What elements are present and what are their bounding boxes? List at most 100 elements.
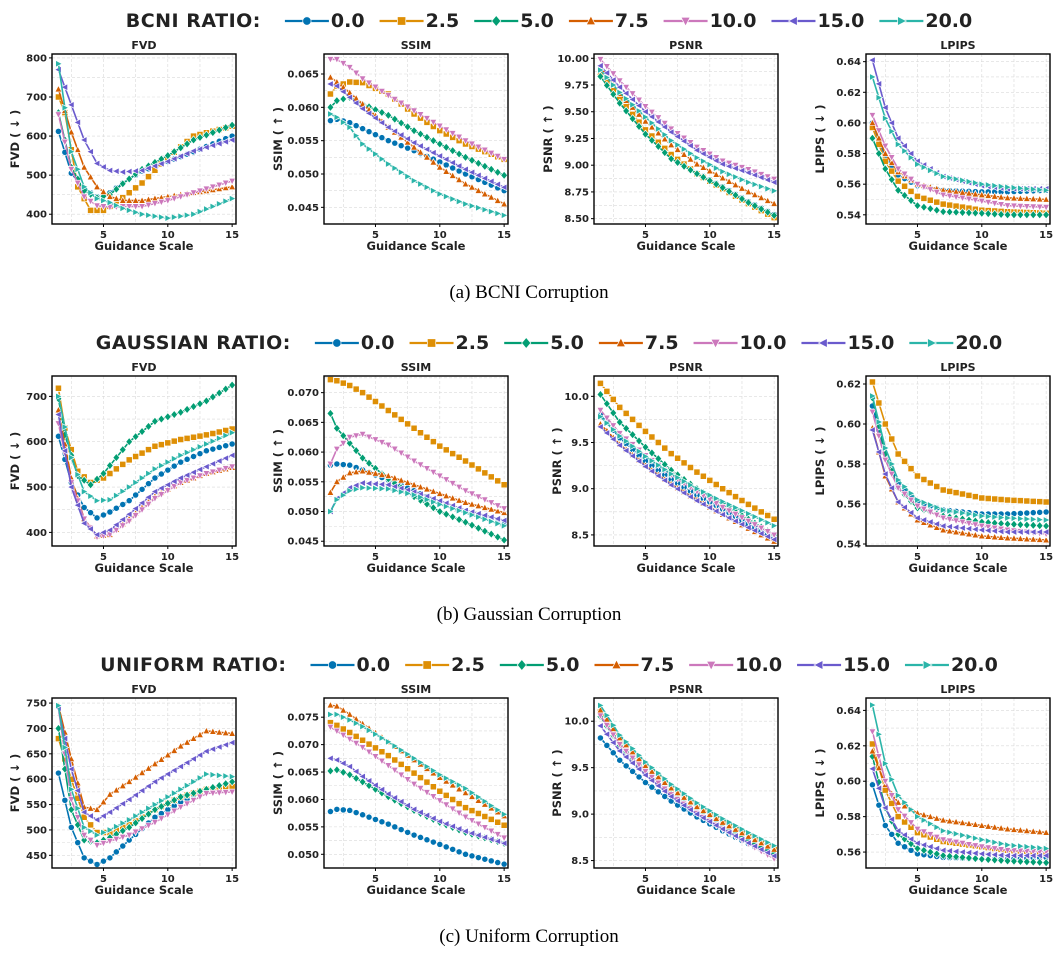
- data-point: [1029, 509, 1037, 517]
- data-point: [410, 480, 419, 488]
- plot-frame: [323, 375, 509, 547]
- data-point: [964, 841, 973, 849]
- data-point: [326, 700, 335, 709]
- legend-item-3: 7.5: [568, 10, 649, 32]
- data-point: [106, 460, 114, 471]
- data-point: [79, 135, 88, 144]
- data-point: [480, 146, 489, 155]
- data-point: [339, 806, 347, 814]
- legend-label: 7.5: [641, 654, 675, 676]
- data-point: [990, 532, 999, 541]
- data-point: [111, 167, 120, 176]
- legend-label: 20.0: [925, 10, 972, 32]
- data-point: [984, 191, 993, 199]
- data-point: [461, 827, 469, 836]
- y-tick-label: 0.56: [836, 500, 861, 511]
- data-point: [475, 203, 483, 212]
- panel-title: SSIM: [401, 683, 431, 696]
- panel-title: LPIPS: [940, 683, 975, 696]
- data-point: [332, 423, 341, 433]
- data-point: [654, 772, 663, 781]
- data-point: [467, 182, 476, 191]
- data-point: [661, 130, 670, 139]
- data-point: [93, 474, 101, 484]
- data-point: [919, 505, 928, 514]
- data-point: [384, 137, 392, 145]
- data-point: [933, 169, 942, 178]
- data-point: [404, 750, 413, 759]
- data-point: [462, 804, 469, 812]
- y-tick-label: 600: [26, 132, 47, 143]
- data-point: [991, 513, 1000, 521]
- legend-marker: [927, 337, 938, 349]
- data-point: [189, 754, 197, 763]
- data-point: [959, 176, 967, 185]
- data-point: [745, 828, 753, 837]
- data-point: [126, 206, 134, 215]
- data-point: [99, 468, 108, 479]
- data-point: [209, 430, 217, 437]
- data-point: [1042, 535, 1051, 544]
- data-point: [442, 476, 451, 485]
- data-point: [326, 376, 334, 384]
- legend-marker: [302, 16, 312, 26]
- data-point: [874, 448, 883, 456]
- data-point: [228, 440, 236, 448]
- data-point: [1030, 843, 1038, 852]
- data-point: [132, 208, 141, 217]
- data-point: [640, 771, 649, 780]
- data-point: [118, 833, 127, 842]
- data-point: [365, 433, 374, 442]
- x-tick-label: 10: [703, 874, 717, 885]
- legend-item-3: 7.5: [594, 654, 675, 676]
- data-point: [757, 524, 766, 533]
- legend-item-2: 5.0: [499, 654, 580, 676]
- data-point: [201, 462, 210, 471]
- data-point: [340, 491, 348, 500]
- data-point: [474, 465, 482, 473]
- data-point: [203, 440, 211, 448]
- data-point: [1043, 186, 1051, 195]
- data-point: [763, 207, 772, 217]
- data-point: [87, 857, 95, 865]
- data-point: [157, 441, 165, 449]
- data-point: [353, 485, 361, 494]
- data-point: [474, 854, 482, 862]
- data-point: [365, 467, 374, 476]
- y-tick-label: 0.045: [287, 537, 319, 548]
- data-point: [642, 427, 649, 435]
- data-point: [410, 780, 419, 789]
- data-point: [106, 470, 114, 477]
- data-point: [170, 437, 178, 445]
- data-point: [157, 815, 166, 823]
- data-point: [151, 212, 160, 221]
- data-point: [417, 758, 425, 767]
- data-point: [215, 727, 224, 736]
- data-point: [365, 748, 374, 757]
- data-point: [745, 509, 753, 518]
- data-point: [1010, 856, 1018, 866]
- data-point: [423, 132, 431, 142]
- data-point: [769, 178, 778, 187]
- y-tick-label: 0.56: [836, 848, 861, 859]
- data-point: [952, 838, 961, 847]
- plot-background: [52, 54, 236, 224]
- data-point: [119, 204, 128, 213]
- data-point: [1009, 202, 1018, 211]
- data-point: [422, 115, 431, 123]
- data-point: [926, 508, 935, 517]
- data-point: [990, 527, 998, 535]
- legend-marker: [327, 660, 338, 670]
- data-point: [990, 855, 999, 865]
- data-point: [448, 512, 457, 522]
- data-point: [429, 793, 438, 801]
- data-point: [1016, 210, 1025, 220]
- legend-label: 15.0: [847, 332, 894, 354]
- data-point: [468, 852, 476, 860]
- x-tick-label: 5: [914, 552, 921, 563]
- data-point: [448, 130, 457, 138]
- data-point: [693, 169, 701, 179]
- data-point: [208, 789, 217, 798]
- data-point: [939, 486, 947, 494]
- data-point: [481, 855, 489, 863]
